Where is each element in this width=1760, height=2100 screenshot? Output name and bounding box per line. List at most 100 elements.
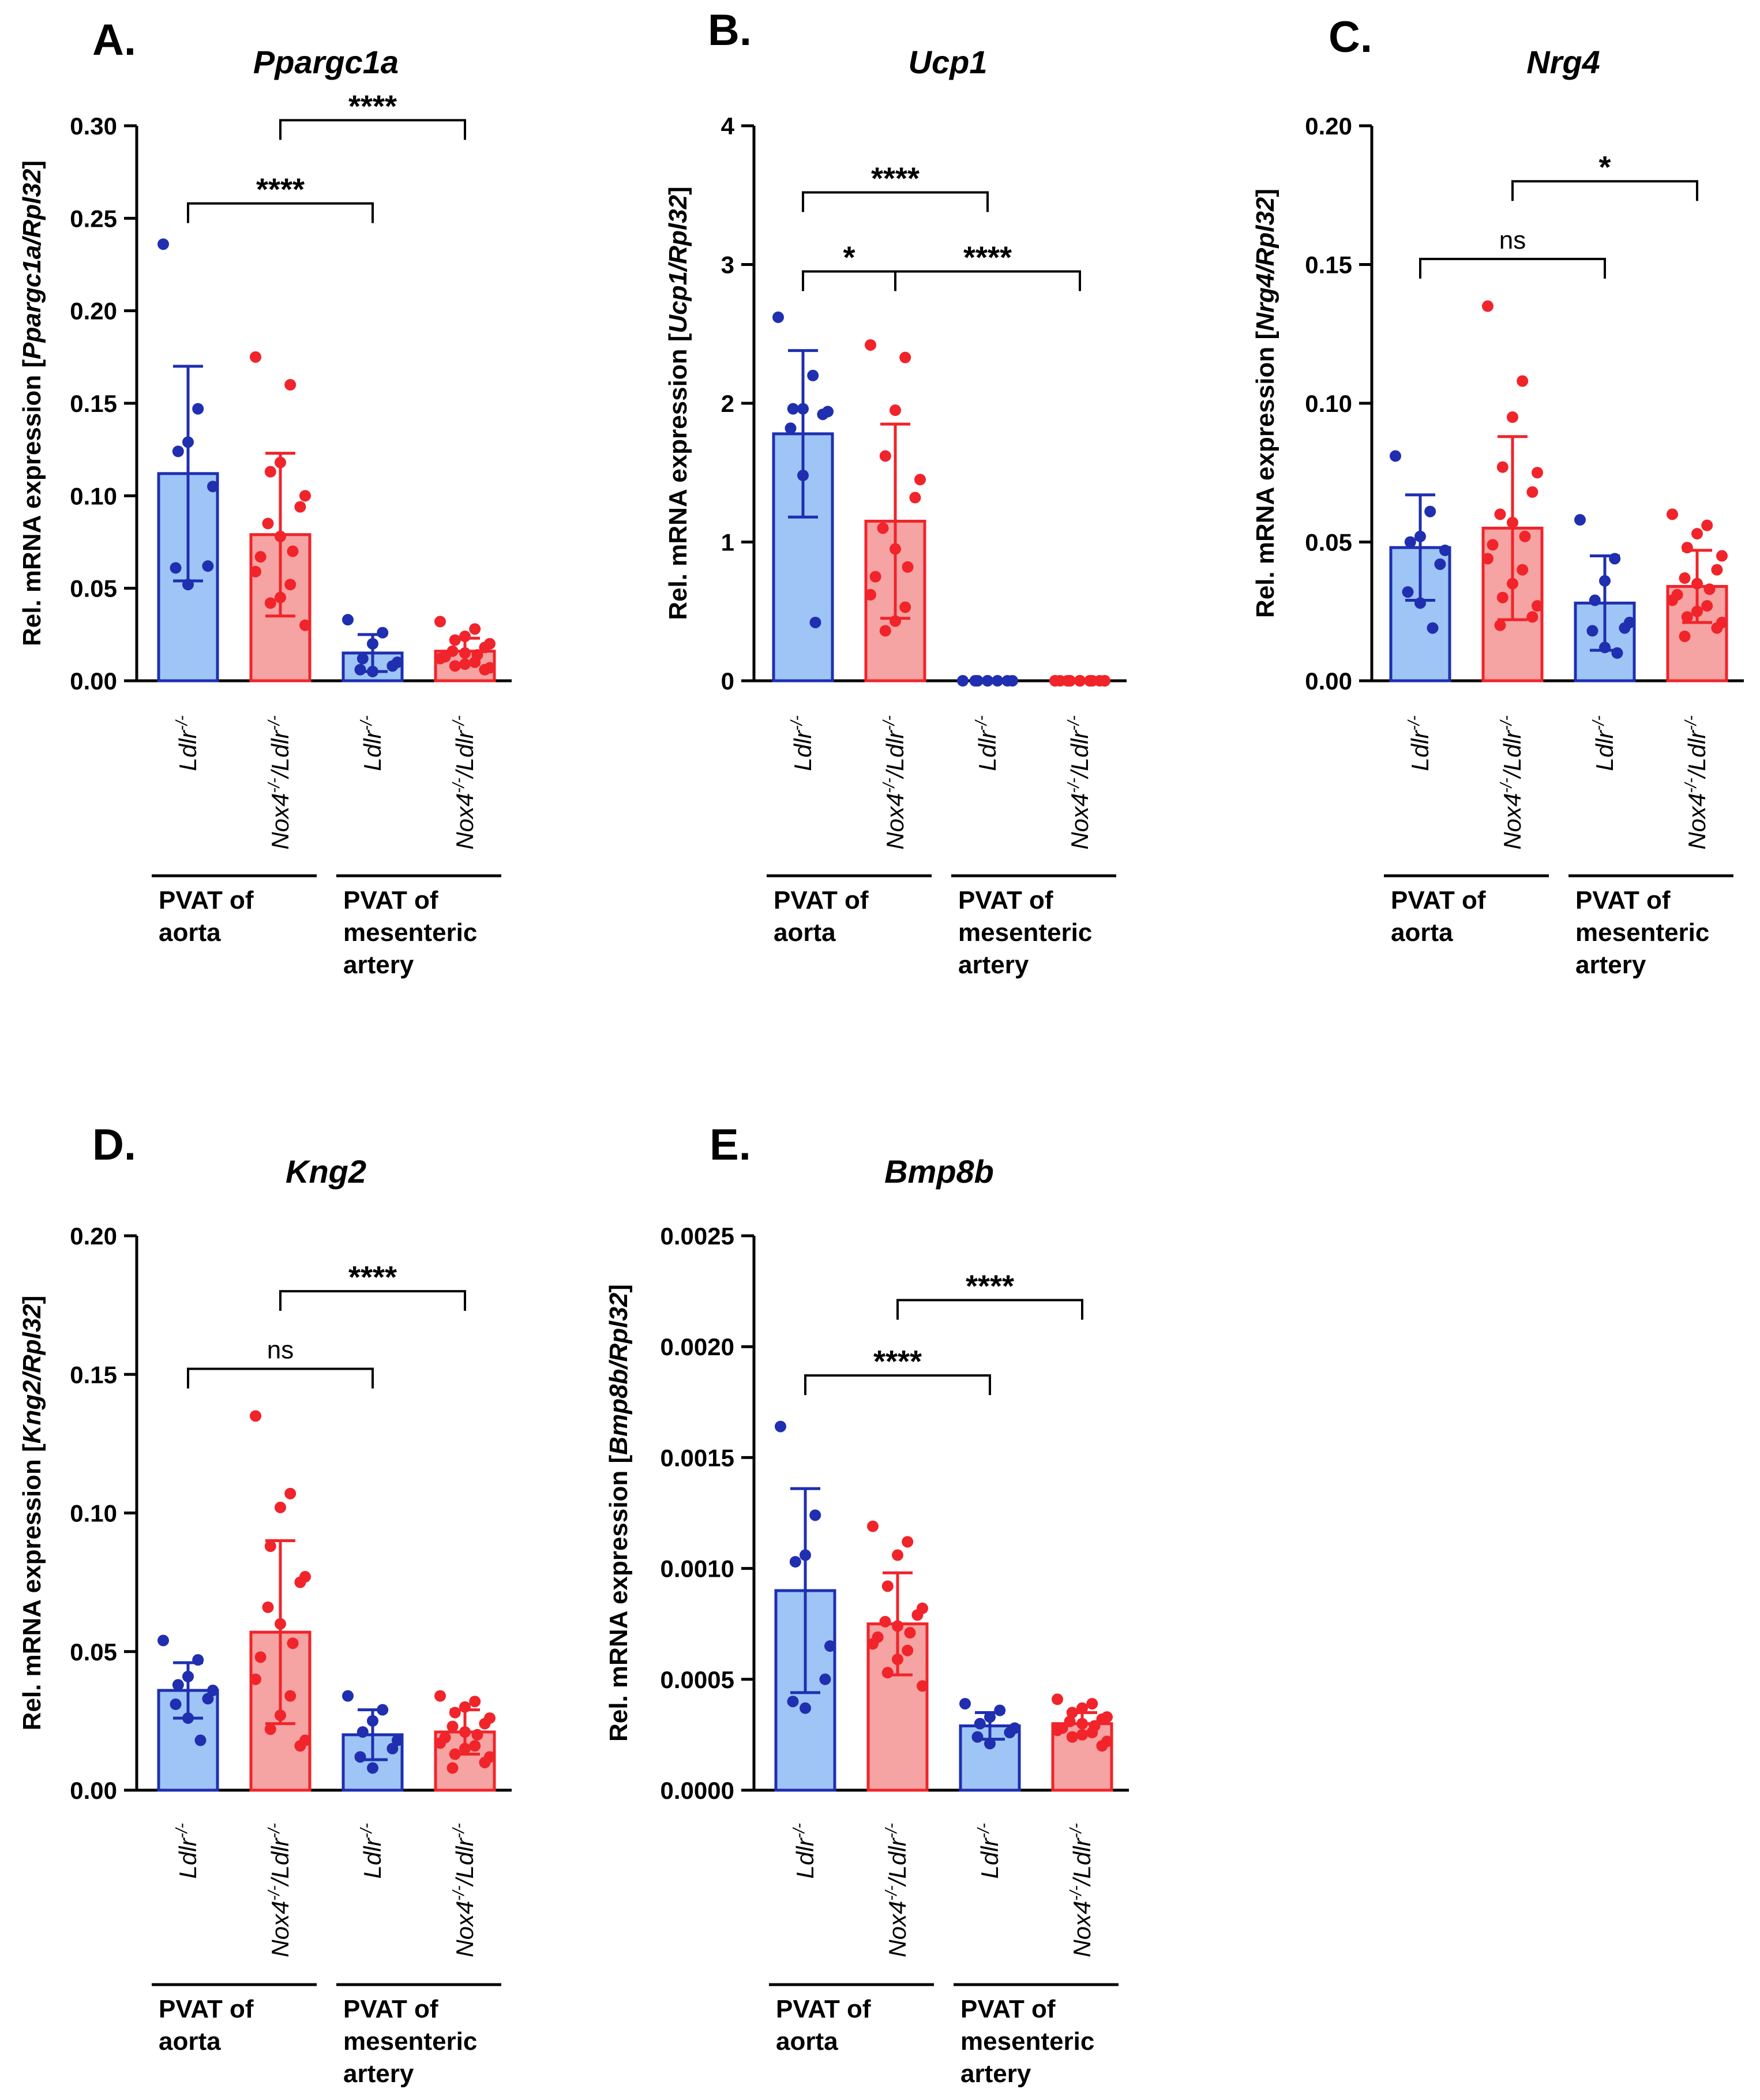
data-point xyxy=(287,545,299,557)
data-point xyxy=(890,543,901,555)
data-point xyxy=(471,1728,483,1741)
data-point xyxy=(984,1711,996,1723)
x-category-label: Nox4-/-/Ldlr-/- xyxy=(1067,1823,1095,1957)
y-tick-label: 0.25 xyxy=(70,205,117,232)
data-point xyxy=(1681,611,1693,623)
significance-label: * xyxy=(1598,150,1611,185)
data-point xyxy=(1099,675,1110,687)
data-point xyxy=(879,1615,891,1627)
group-label: PVAT of mesenteric artery xyxy=(343,886,477,979)
data-point xyxy=(881,1667,894,1679)
chart-title: Kng2 xyxy=(286,1153,366,1190)
data-point xyxy=(386,660,399,672)
x-category-label: Nox4-/-/Ldlr-/- xyxy=(449,1823,478,1957)
data-point xyxy=(1711,564,1723,576)
data-point xyxy=(275,530,286,542)
chart-panel-e: E. Bmp8b 0.0000 0.0005 0.0010 0.0015 0.0020 0.0… xyxy=(605,1120,1129,2088)
data-point xyxy=(807,369,819,381)
data-point xyxy=(1390,450,1401,462)
data-point xyxy=(1507,411,1518,423)
data-point xyxy=(254,1651,267,1663)
data-point xyxy=(800,1549,811,1561)
data-point xyxy=(879,450,891,462)
data-point xyxy=(275,1618,286,1630)
data-point xyxy=(869,571,881,583)
data-point xyxy=(1496,591,1508,603)
data-point xyxy=(469,623,481,635)
data-point xyxy=(1427,622,1439,634)
data-point xyxy=(1517,375,1529,387)
data-point xyxy=(459,1742,471,1754)
significance-bracket xyxy=(894,270,1081,291)
chart-title: Ucp1 xyxy=(909,44,988,80)
data-point xyxy=(911,1609,924,1621)
data-point xyxy=(377,1704,389,1716)
data-point xyxy=(386,1742,399,1754)
data-point xyxy=(182,1670,194,1682)
data-point xyxy=(982,675,993,687)
data-point xyxy=(1066,1707,1078,1719)
data-point xyxy=(902,1536,914,1548)
data-point xyxy=(294,1576,306,1588)
data-point xyxy=(264,1540,276,1552)
significance-label: * xyxy=(843,241,855,275)
y-axis-label: Rel. mRNA expression [Nrg4/Rpl32] xyxy=(1251,189,1279,618)
data-point xyxy=(1691,578,1703,590)
data-point xyxy=(1701,519,1713,531)
x-category-label: Nox4-/-/Ldlr-/- xyxy=(880,715,909,850)
x-category-label: Ldlr-/- xyxy=(357,1823,386,1878)
data-point xyxy=(294,1740,306,1752)
data-point xyxy=(865,588,876,601)
significance-label: **** xyxy=(256,172,305,207)
group-label: PVAT of mesenteric artery xyxy=(1575,886,1709,979)
data-point xyxy=(264,1723,276,1735)
data-point xyxy=(1076,1728,1088,1741)
data-point xyxy=(1086,1698,1098,1710)
group-label: PVAT of aorta xyxy=(1391,886,1486,947)
y-tick-label: 0 xyxy=(721,667,734,695)
data-point xyxy=(1402,586,1414,598)
data-point xyxy=(459,1726,471,1738)
data-point xyxy=(367,638,378,650)
data-point xyxy=(250,1673,261,1685)
data-point xyxy=(969,675,981,687)
data-point xyxy=(1496,461,1508,473)
data-point xyxy=(284,378,297,391)
data-point xyxy=(459,658,471,670)
data-point xyxy=(1691,528,1703,540)
data-point xyxy=(284,579,297,591)
significance-bracket xyxy=(187,1367,374,1389)
data-point xyxy=(469,1696,481,1708)
y-tick-label: 0.20 xyxy=(70,1222,117,1250)
data-point xyxy=(392,1734,403,1746)
data-point xyxy=(1064,675,1076,687)
data-point xyxy=(294,501,306,513)
data-point xyxy=(867,1638,879,1650)
data-point xyxy=(902,561,914,573)
data-point xyxy=(202,560,214,572)
data-point xyxy=(1701,600,1713,612)
y-tick-label: 0.0020 xyxy=(661,1333,734,1360)
y-tick-label: 0.0000 xyxy=(661,1777,734,1804)
data-point xyxy=(1507,516,1518,528)
data-point xyxy=(1532,467,1543,479)
panel-letter: B. xyxy=(708,6,752,55)
significance-bracket xyxy=(1511,180,1698,201)
x-category-label: Ldlr-/- xyxy=(1405,715,1433,771)
x-category-label: Nox4-/-/Ldlr-/- xyxy=(265,715,294,850)
significance-bracket xyxy=(187,202,374,223)
y-tick-label: 0.15 xyxy=(70,1361,117,1388)
group-label: PVAT of aorta xyxy=(159,886,254,947)
x-category-label: Ldlr-/- xyxy=(1589,715,1618,771)
data-point xyxy=(1414,530,1426,542)
data-point xyxy=(879,625,891,637)
data-point xyxy=(1532,600,1543,612)
data-point xyxy=(902,1644,914,1656)
group-label: PVAT of aorta xyxy=(159,1995,254,2056)
group-label: PVAT of aorta xyxy=(774,886,869,947)
y-tick-label: 4 xyxy=(721,112,735,140)
data-point xyxy=(797,403,809,415)
data-point xyxy=(1716,550,1728,562)
data-point xyxy=(1084,675,1096,687)
y-tick-label: 0.00 xyxy=(1305,667,1352,695)
